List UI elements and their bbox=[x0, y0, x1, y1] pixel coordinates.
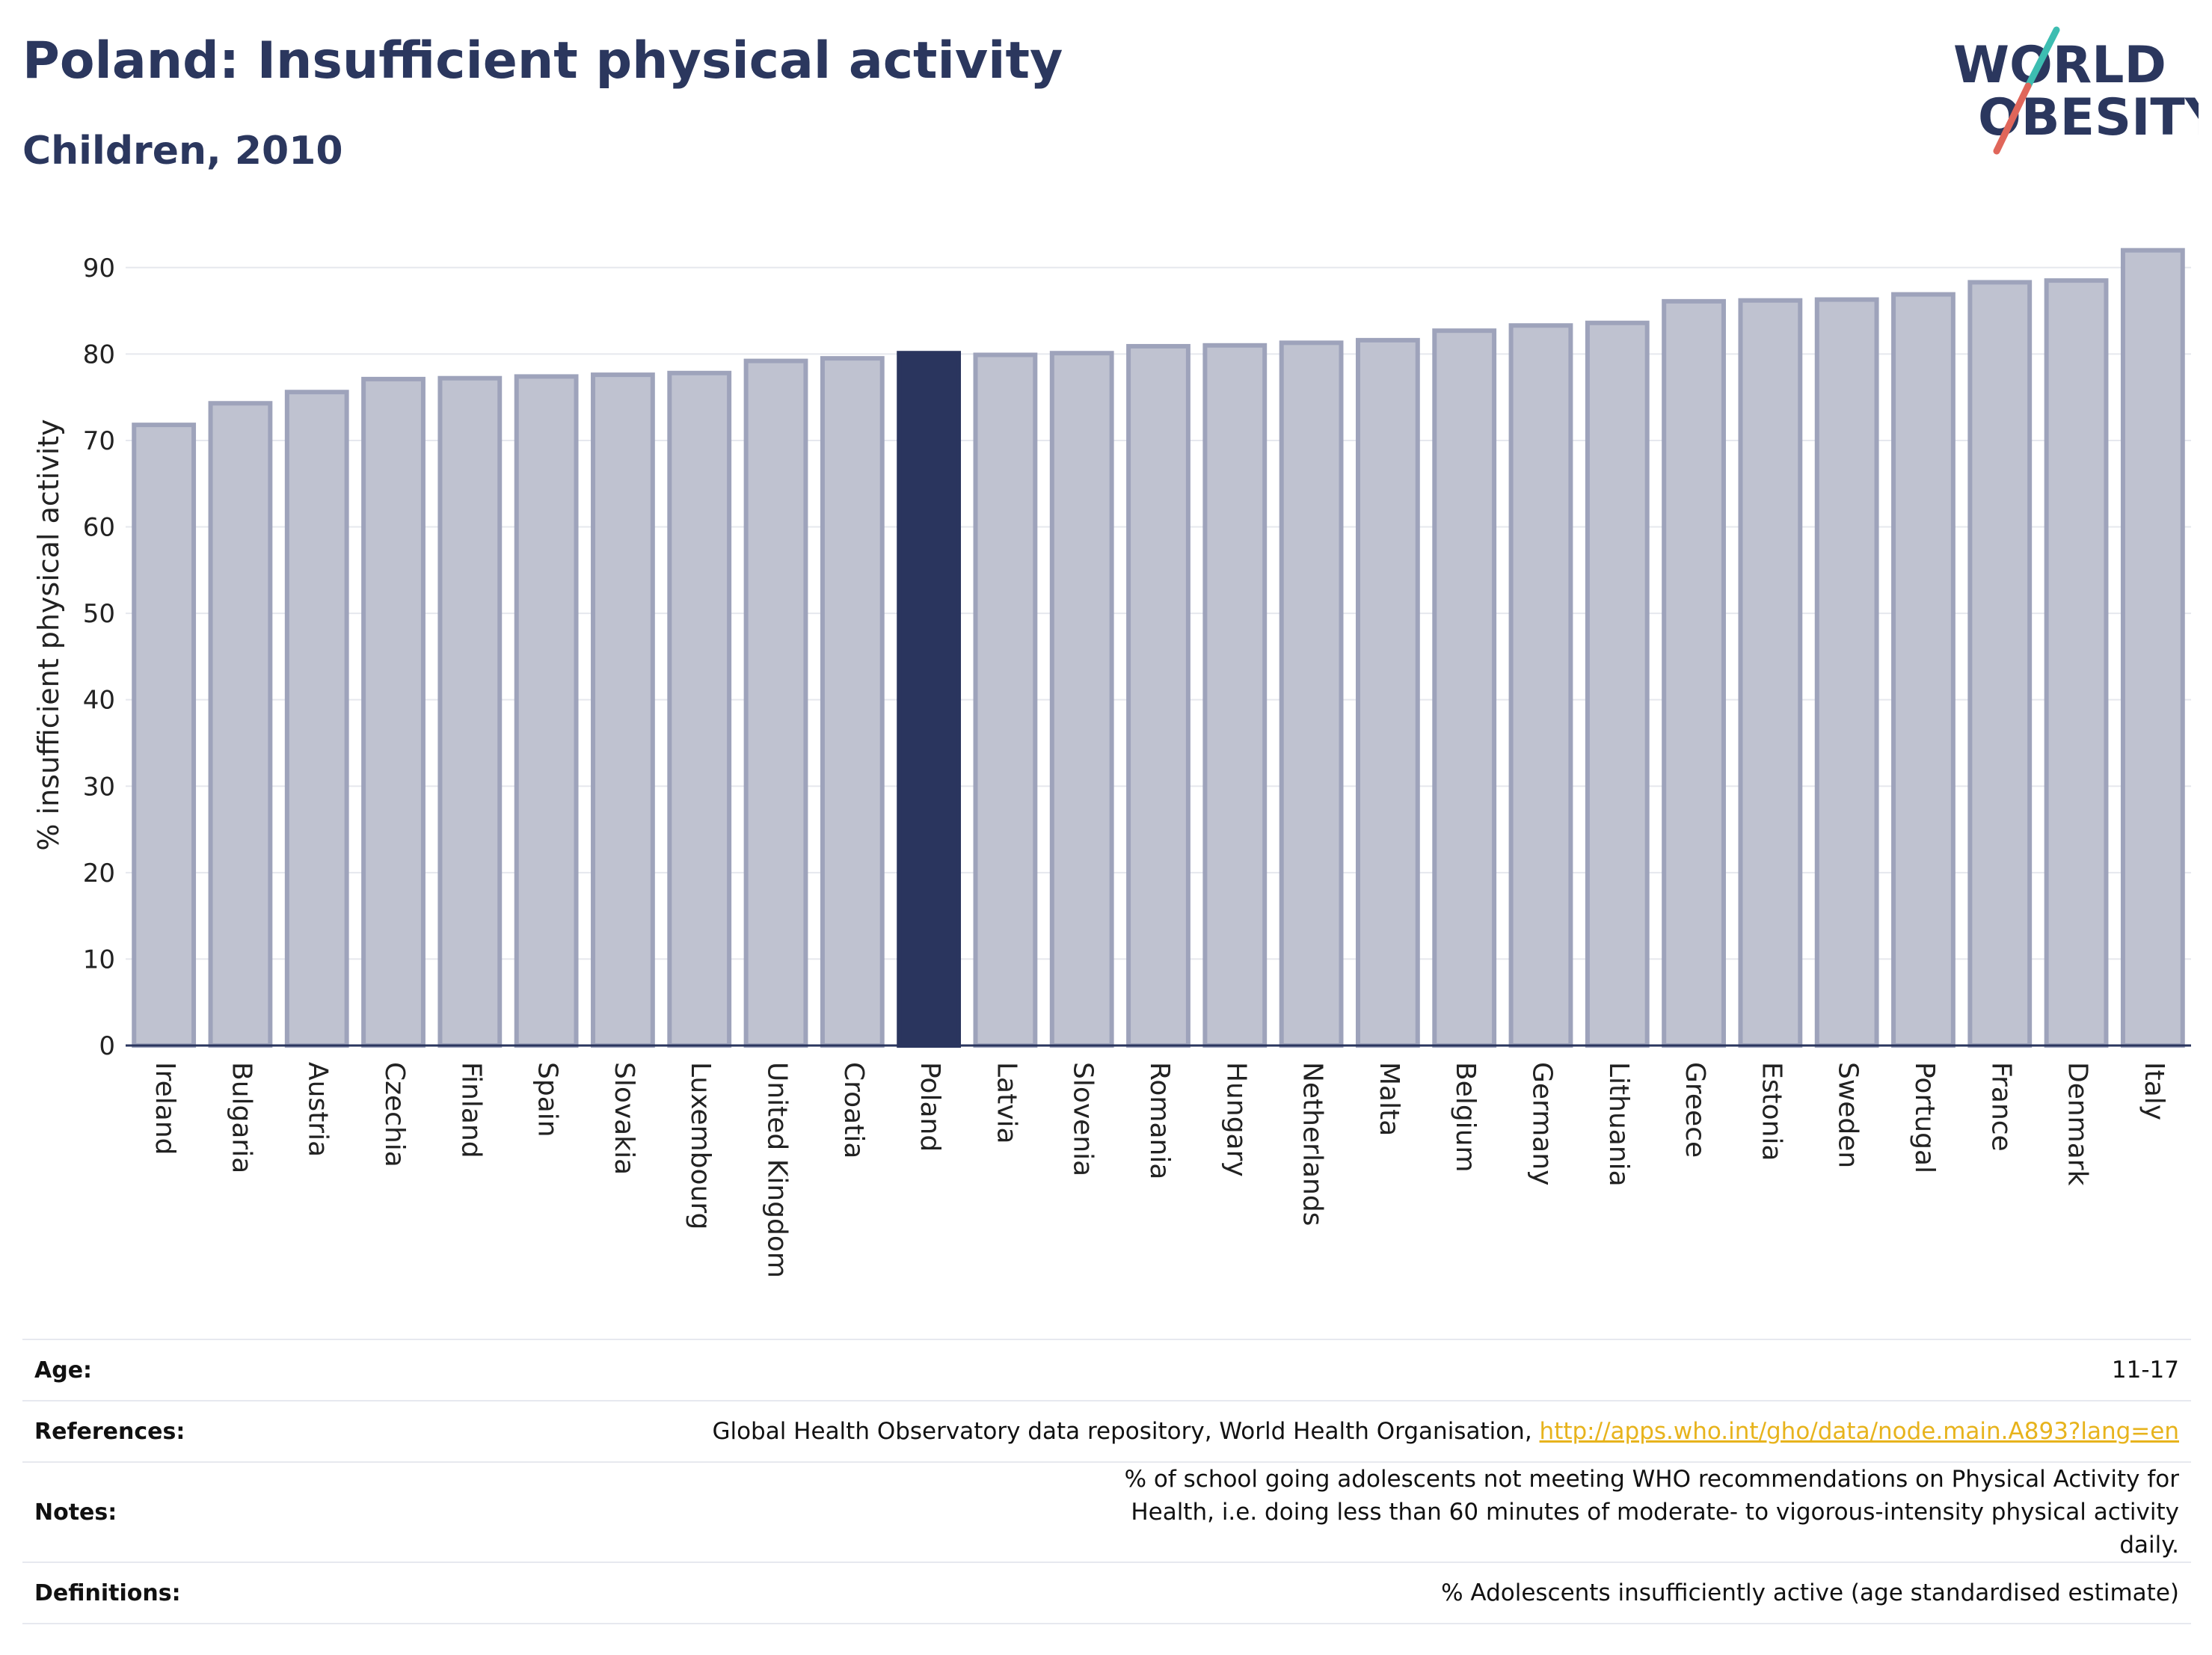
bar-slovakia[interactable] bbox=[591, 372, 655, 1048]
info-row-notes: Notes: % of school going adolescents not… bbox=[22, 1461, 2191, 1563]
y-tick-label: 90 bbox=[83, 254, 115, 283]
x-tick-label: Portugal bbox=[1909, 1062, 1940, 1173]
x-tick-label: Croatia bbox=[838, 1062, 869, 1158]
bar-slovenia[interactable] bbox=[1049, 351, 1114, 1048]
info-key: Definitions: bbox=[22, 1562, 495, 1624]
page-title: Poland: Insufficient physical activity bbox=[22, 31, 1063, 90]
world-obesity-logo: WORLD OBESITY bbox=[1953, 26, 2199, 155]
y-tick-label: 20 bbox=[83, 859, 115, 888]
references-link[interactable]: http://apps.who.int/gho/data/node.main.A… bbox=[1539, 1418, 2179, 1445]
y-tick-label: 30 bbox=[83, 772, 115, 802]
x-tick-label: Bulgaria bbox=[226, 1062, 256, 1173]
x-tick-label: Greece bbox=[1680, 1062, 1710, 1158]
bar-ireland[interactable] bbox=[132, 423, 197, 1048]
bar-croatia[interactable] bbox=[820, 356, 885, 1048]
logo-slash-red bbox=[1993, 82, 2032, 155]
bar-sweden[interactable] bbox=[1814, 297, 1879, 1048]
x-tick-label: United Kingdom bbox=[762, 1062, 793, 1278]
x-tick-label: Germany bbox=[1526, 1062, 1557, 1185]
x-tick-label: Italy bbox=[2139, 1062, 2169, 1120]
bar-czechia[interactable] bbox=[361, 376, 425, 1048]
x-tick-label: Ireland bbox=[150, 1062, 180, 1155]
x-tick-label: Spain bbox=[532, 1062, 563, 1137]
info-value: 11-17 bbox=[495, 1339, 2191, 1401]
x-tick-label: Belgium bbox=[1450, 1062, 1481, 1173]
bar-bulgaria[interactable] bbox=[208, 401, 273, 1048]
y-tick-label: 60 bbox=[83, 513, 115, 543]
bar-chart: 0 10 20 30 40 50 60 70 80 90 Ireland Bulgaria Austr… bbox=[32, 248, 2191, 1278]
x-tick-label: Netherlands bbox=[1297, 1062, 1328, 1226]
y-axis-label: % insufficient physical activity bbox=[32, 419, 65, 850]
bar-spain[interactable] bbox=[514, 374, 579, 1048]
info-key: Age: bbox=[22, 1339, 495, 1401]
x-tick-label: Romania bbox=[1144, 1062, 1175, 1179]
info-value: % of school going adolescents not meetin… bbox=[495, 1461, 2191, 1563]
x-tick-label: Luxembourg bbox=[685, 1062, 716, 1229]
bar-finland[interactable] bbox=[437, 375, 503, 1048]
bar-denmark[interactable] bbox=[2044, 278, 2109, 1048]
y-tick-label: 50 bbox=[83, 599, 115, 629]
bar-germany[interactable] bbox=[1508, 323, 1573, 1048]
x-tick-label: France bbox=[1985, 1062, 2016, 1152]
y-tick-label: 70 bbox=[83, 426, 115, 456]
info-row-definitions: Definitions: % Adolescents insufficientl… bbox=[22, 1562, 2191, 1624]
y-tick-label: 10 bbox=[83, 945, 115, 974]
y-tick-label: 40 bbox=[83, 686, 115, 716]
bar-hungary[interactable] bbox=[1202, 343, 1268, 1048]
bar-netherlands[interactable] bbox=[1279, 340, 1344, 1048]
bar-estonia[interactable] bbox=[1738, 298, 1803, 1048]
x-tick-label: Slovakia bbox=[609, 1062, 639, 1175]
x-tick-label: Austria bbox=[303, 1062, 334, 1157]
x-tick-label: Finland bbox=[455, 1062, 486, 1158]
x-tick-label: Malta bbox=[1374, 1062, 1404, 1136]
bar-italy[interactable] bbox=[2120, 248, 2185, 1048]
x-tick-label: Slovenia bbox=[1068, 1062, 1099, 1176]
bar-lithuania[interactable] bbox=[1585, 320, 1650, 1048]
x-tick-label: Hungary bbox=[1220, 1062, 1251, 1177]
bar-luxembourg[interactable] bbox=[667, 370, 732, 1048]
y-tick-label: 80 bbox=[83, 340, 115, 369]
info-value: % Adolescents insufficiently active (age… bbox=[495, 1562, 2191, 1624]
page-subtitle: Children, 2010 bbox=[22, 129, 343, 174]
y-tick-labels: 0 10 20 30 40 50 60 70 80 90 bbox=[83, 254, 115, 1061]
info-row-age: Age: 11-17 bbox=[22, 1339, 2191, 1401]
bar-latvia[interactable] bbox=[973, 352, 1038, 1048]
bars bbox=[132, 248, 2185, 1048]
x-tick-label: Estonia bbox=[1756, 1062, 1787, 1161]
x-tick-label: Denmark bbox=[2062, 1062, 2093, 1186]
info-table: Age: 11-17 References: Global Health Obs… bbox=[22, 1339, 2191, 1624]
y-tick-label: 0 bbox=[99, 1031, 115, 1061]
x-tick-label: Sweden bbox=[1833, 1062, 1864, 1168]
x-tick-labels: Ireland Bulgaria Austria Czechia Finland Spai… bbox=[150, 1062, 2169, 1278]
x-tick-label: Lithuania bbox=[1603, 1062, 1634, 1187]
bar-france[interactable] bbox=[1967, 280, 2033, 1048]
bar-romania[interactable] bbox=[1126, 343, 1191, 1048]
bar-poland[interactable] bbox=[897, 351, 962, 1048]
logo-line1: WORLD bbox=[1953, 36, 2166, 95]
info-value: Global Health Observatory data repositor… bbox=[495, 1400, 2191, 1463]
references-text: Global Health Observatory data repositor… bbox=[712, 1418, 1540, 1445]
notes-text: % of school going adolescents not meetin… bbox=[1124, 1466, 2179, 1559]
info-row-references: References: Global Health Observatory da… bbox=[22, 1400, 2191, 1463]
x-tick-label: Czechia bbox=[379, 1062, 410, 1167]
bar-portugal[interactable] bbox=[1891, 292, 1956, 1048]
bar-belgium[interactable] bbox=[1432, 328, 1497, 1048]
x-tick-label: Poland bbox=[915, 1062, 945, 1152]
info-key: References: bbox=[22, 1400, 495, 1463]
bar-austria[interactable] bbox=[284, 390, 349, 1048]
info-key: Notes: bbox=[22, 1461, 495, 1563]
logo-slash-teal bbox=[2024, 26, 2060, 90]
bar-united-kingdom[interactable] bbox=[743, 358, 808, 1048]
bar-greece[interactable] bbox=[1662, 298, 1726, 1048]
x-tick-label: Latvia bbox=[991, 1062, 1021, 1144]
bar-malta[interactable] bbox=[1355, 337, 1420, 1048]
